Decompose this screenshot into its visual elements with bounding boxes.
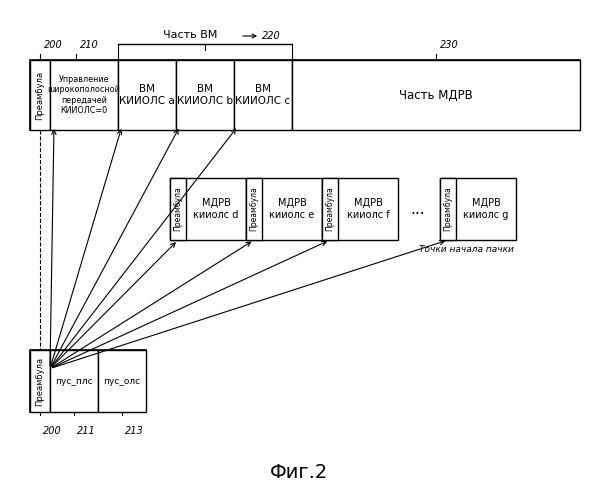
Bar bbox=[30, 350, 146, 412]
Text: Преамбула: Преамбула bbox=[249, 186, 258, 232]
Text: МДРВ
кииолс f: МДРВ кииолс f bbox=[347, 198, 389, 220]
Text: пус_олс: пус_олс bbox=[103, 376, 141, 386]
Text: Преамбула: Преамбула bbox=[444, 186, 453, 232]
Text: Управление
широкополосной
передачей
КИИОЛС=0: Управление широкополосной передачей КИИО… bbox=[48, 75, 120, 115]
Text: Часть МДРВ: Часть МДРВ bbox=[399, 88, 473, 102]
Text: 200: 200 bbox=[43, 426, 62, 436]
Bar bbox=[170, 178, 246, 240]
Text: Преамбула: Преамбула bbox=[35, 356, 44, 406]
Bar bbox=[50, 60, 118, 130]
Text: 211: 211 bbox=[77, 426, 96, 436]
Bar bbox=[292, 60, 580, 130]
Text: 200: 200 bbox=[44, 40, 63, 50]
Text: Часть ВМ: Часть ВМ bbox=[163, 30, 217, 40]
Bar bbox=[234, 60, 292, 130]
Bar bbox=[30, 60, 580, 130]
Text: МДРВ
кииолс d: МДРВ кииолс d bbox=[193, 198, 239, 220]
Bar bbox=[30, 350, 50, 412]
Bar bbox=[246, 178, 262, 240]
Text: ВМ
КИИОЛС а: ВМ КИИОЛС а bbox=[119, 84, 175, 106]
Text: пус_плс: пус_плс bbox=[55, 376, 93, 386]
Text: 220: 220 bbox=[262, 31, 280, 41]
Bar bbox=[322, 178, 338, 240]
Text: Преамбула: Преамбула bbox=[35, 70, 44, 120]
Text: ...: ... bbox=[411, 202, 425, 216]
Bar bbox=[30, 60, 50, 130]
Text: 210: 210 bbox=[80, 40, 99, 50]
Text: Точки начала пачки: Точки начала пачки bbox=[419, 246, 514, 254]
Bar bbox=[50, 350, 98, 412]
Text: ВМ
КИИОЛС b: ВМ КИИОЛС b bbox=[177, 84, 233, 106]
Bar bbox=[440, 178, 456, 240]
Bar bbox=[440, 178, 516, 240]
Text: Преамбула: Преамбула bbox=[173, 186, 182, 232]
Text: МДРВ
кииолс g: МДРВ кииолс g bbox=[463, 198, 509, 220]
Bar bbox=[170, 178, 186, 240]
Bar bbox=[246, 178, 322, 240]
Text: МДРВ
кииолс e: МДРВ кииолс e bbox=[269, 198, 315, 220]
Text: 213: 213 bbox=[125, 426, 144, 436]
Text: Фиг.2: Фиг.2 bbox=[270, 462, 328, 481]
Text: Преамбула: Преамбула bbox=[325, 186, 334, 232]
Text: ВМ
КИИОЛС с: ВМ КИИОЛС с bbox=[236, 84, 291, 106]
Bar bbox=[176, 60, 234, 130]
Text: 230: 230 bbox=[440, 40, 459, 50]
Bar bbox=[322, 178, 398, 240]
Bar bbox=[118, 60, 176, 130]
Bar bbox=[98, 350, 146, 412]
